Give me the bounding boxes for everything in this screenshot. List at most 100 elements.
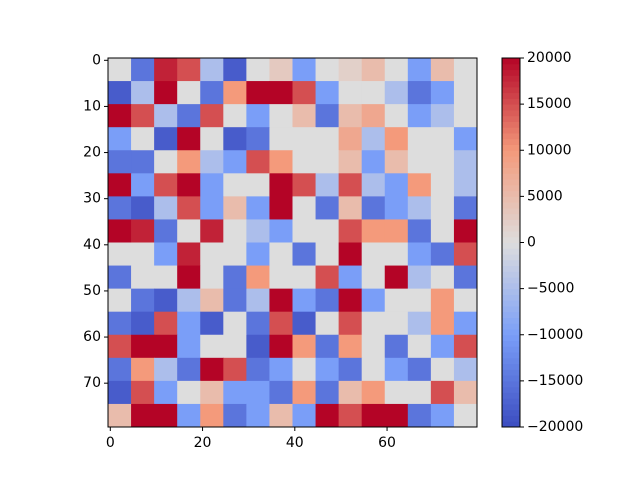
colorbar-segment xyxy=(502,202,520,209)
heatmap-cell xyxy=(223,403,247,428)
heatmap-cell xyxy=(315,150,340,174)
heatmap-cell xyxy=(177,311,201,336)
heatmap-cell xyxy=(315,265,340,290)
heatmap-cell xyxy=(338,403,363,428)
heatmap-cell xyxy=(131,380,155,405)
heatmap-cell xyxy=(430,196,455,220)
heatmap-cell xyxy=(407,288,432,313)
colorbar-segment xyxy=(502,311,520,318)
heatmap-cell xyxy=(269,127,293,151)
heatmap-cell xyxy=(108,265,132,290)
heatmap-cell xyxy=(108,58,132,82)
heatmap-cell xyxy=(292,150,317,174)
heatmap-cell xyxy=(200,81,224,105)
heatmap-cell xyxy=(338,196,363,220)
heatmap-cell xyxy=(453,265,478,290)
heatmap-cell xyxy=(154,380,178,405)
heatmap-cell xyxy=(269,58,293,82)
heatmap-cell xyxy=(338,150,363,174)
x-tick-label: 0 xyxy=(106,435,115,451)
heatmap-cell xyxy=(223,357,247,382)
heatmap-cell xyxy=(384,380,409,405)
heatmap-cell xyxy=(108,219,132,243)
heatmap-cell xyxy=(430,357,455,382)
heatmap-cell xyxy=(453,173,478,197)
heatmap-cell xyxy=(292,242,317,267)
heatmap-cell xyxy=(154,58,178,82)
heatmap-cell xyxy=(154,403,178,428)
heatmap-cell xyxy=(131,357,155,382)
heatmap-cell xyxy=(177,150,201,174)
heatmap-cell xyxy=(384,81,409,105)
heatmap-cell xyxy=(384,311,409,336)
heatmap-cell xyxy=(246,242,270,267)
heatmap-cell xyxy=(177,81,201,105)
colorbar-segment xyxy=(502,328,520,336)
heatmap-cell xyxy=(292,334,317,359)
heatmap-cell xyxy=(246,357,270,382)
colorbar-segment xyxy=(502,104,520,111)
colorbar-segment xyxy=(502,127,520,134)
heatmap-cell xyxy=(223,127,247,151)
heatmap-cell xyxy=(154,334,178,359)
heatmap-cell xyxy=(269,403,293,428)
heatmap-cell xyxy=(361,334,386,359)
heatmap-cell xyxy=(407,196,432,220)
heatmap-cell xyxy=(292,265,317,290)
colorbar-segment xyxy=(502,63,520,71)
heatmap-cell xyxy=(453,334,478,359)
heatmap-cell xyxy=(131,173,155,197)
colorbar-segment xyxy=(502,288,520,295)
heatmap-cell xyxy=(177,357,201,382)
heatmap-cell xyxy=(200,219,224,243)
heatmap-cell xyxy=(430,288,455,313)
heatmap-cell xyxy=(407,380,432,405)
heatmap-cell xyxy=(292,288,317,313)
heatmap-cell xyxy=(223,219,247,243)
heatmap-cell xyxy=(154,242,178,267)
heatmap-cell xyxy=(407,242,432,267)
heatmap-cell xyxy=(453,403,478,428)
heatmap-cell xyxy=(338,219,363,243)
heatmap-cell xyxy=(453,357,478,382)
heatmap-cell xyxy=(269,334,293,359)
colorbar-segment xyxy=(502,398,520,405)
heatmap-cell xyxy=(407,104,432,128)
heatmap-cell xyxy=(200,357,224,382)
heatmap-cell xyxy=(131,104,155,128)
y-tick-label: 60 xyxy=(83,329,101,345)
heatmap xyxy=(108,58,478,428)
heatmap-cell xyxy=(131,403,155,428)
heatmap-cell xyxy=(269,265,293,290)
heatmap-cell xyxy=(361,357,386,382)
heatmap-cell xyxy=(361,127,386,151)
colorbar-segment xyxy=(502,196,520,203)
heatmap-cell xyxy=(246,403,270,428)
colorbar-segment xyxy=(502,352,520,359)
heatmap-cell xyxy=(108,311,132,336)
colorbar-segment xyxy=(502,150,520,157)
colorbar-tick-label: −5000 xyxy=(527,281,574,297)
colorbar-tick-label: 0 xyxy=(527,235,536,251)
heatmap-cell xyxy=(177,380,201,405)
heatmap-cell xyxy=(200,265,224,290)
heatmap-cell xyxy=(384,357,409,382)
heatmap-cell xyxy=(269,150,293,174)
heatmap-cell xyxy=(453,311,478,336)
colorbar-segment xyxy=(502,340,520,347)
colorbar-tick-label: 20000 xyxy=(527,50,572,66)
heatmap-cell xyxy=(131,311,155,336)
heatmap-cell xyxy=(269,104,293,128)
heatmap-cell xyxy=(131,150,155,174)
heatmap-cell xyxy=(108,380,132,405)
heatmap-cell xyxy=(223,334,247,359)
colorbar-segment xyxy=(502,207,520,215)
heatmap-cell xyxy=(246,380,270,405)
colorbar-segment xyxy=(502,109,520,117)
heatmap-cell xyxy=(246,334,270,359)
heatmap-cell xyxy=(315,242,340,267)
colorbar-tick-label: −10000 xyxy=(527,327,583,343)
heatmap-cell xyxy=(108,334,132,359)
x-tick-label: 40 xyxy=(286,435,304,451)
